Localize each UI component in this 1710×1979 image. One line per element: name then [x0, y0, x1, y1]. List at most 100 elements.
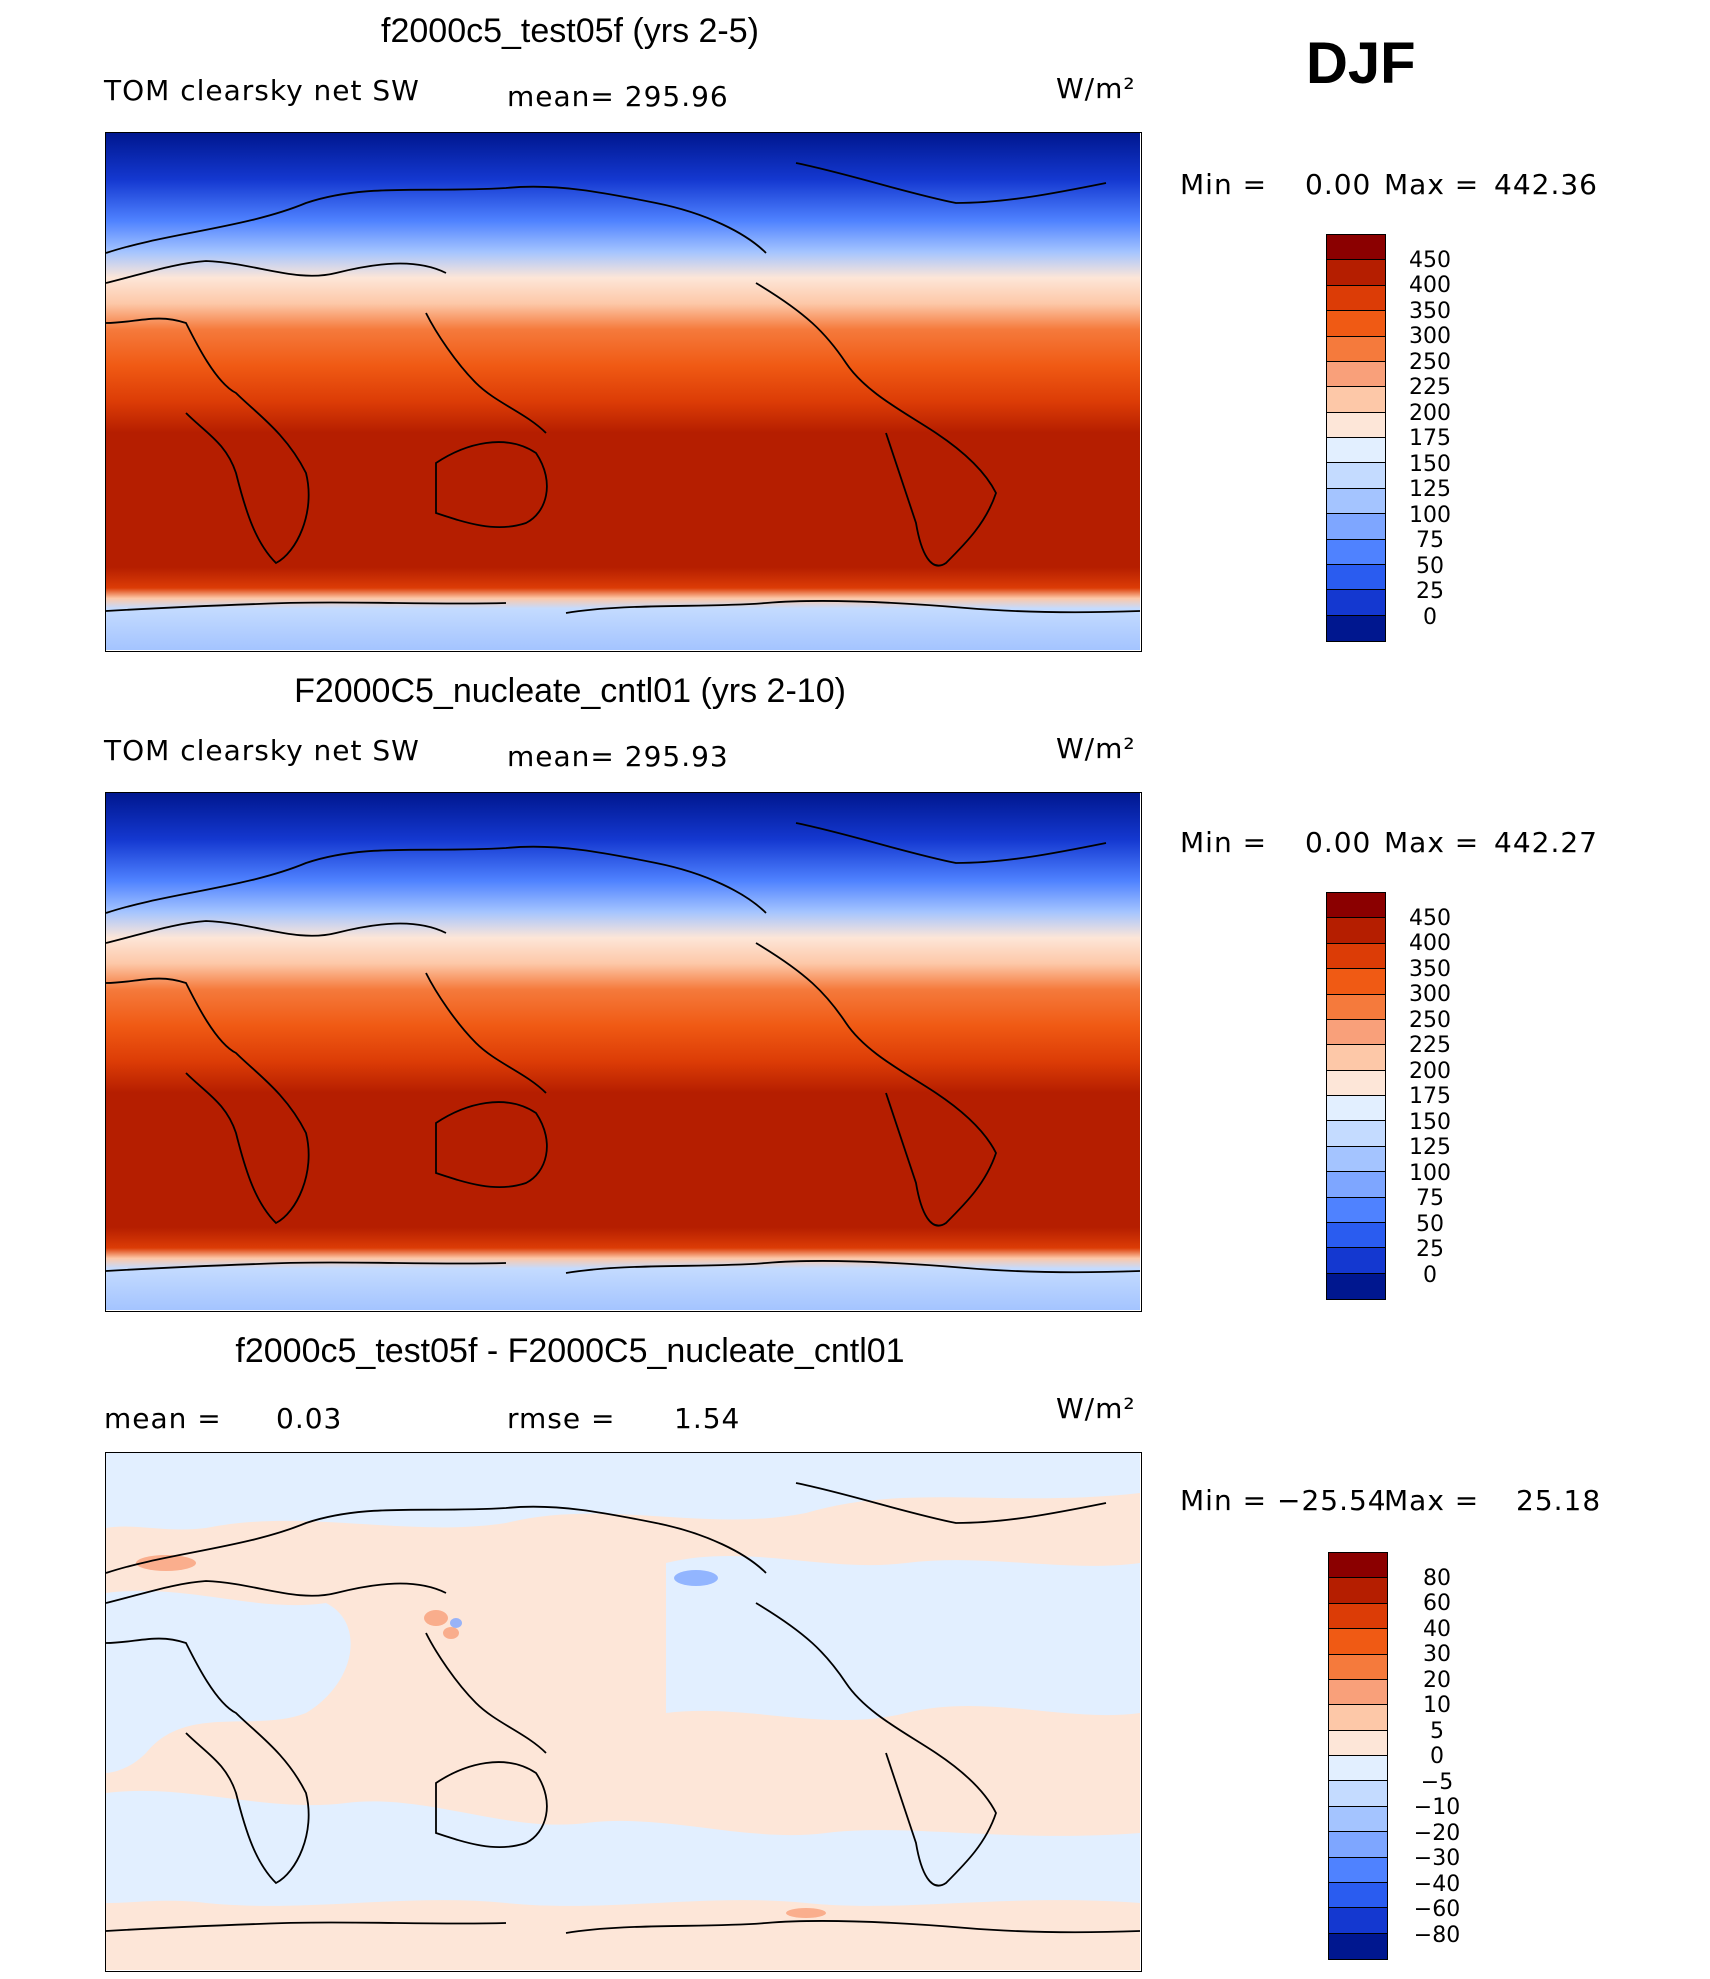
colorbar-swatch [1327, 1222, 1385, 1249]
colorbar-swatch [1329, 1908, 1387, 1934]
colorbar-tick-label: 225 [1409, 375, 1451, 400]
colorbar-tick-label: −5 [1420, 1769, 1454, 1795]
colorbar-tick-label: 50 [1416, 553, 1444, 579]
season-label: DJF [1306, 31, 1416, 96]
colorbar-tick-label: 60 [1423, 1591, 1451, 1616]
colorbar-swatch [1327, 1273, 1385, 1299]
colorbar-swatch [1327, 361, 1385, 388]
panel3-max-value: 25.18 [1516, 1484, 1602, 1517]
colorbar-tick-label: 225 [1409, 1033, 1451, 1058]
colorbar-tick-label: 350 [1409, 298, 1451, 324]
panel1-min-label: Min = [1180, 168, 1268, 201]
colorbar-tick-label: −40 [1413, 1871, 1461, 1897]
colorbar-tick-label: −80 [1413, 1922, 1461, 1948]
colorbar-swatch [1327, 1146, 1385, 1173]
panel3-colorbar [1328, 1552, 1388, 1960]
panel3-units: W/m² [1056, 1392, 1136, 1425]
colorbar-swatch [1327, 1045, 1385, 1071]
colorbar-swatch [1329, 1629, 1387, 1655]
colorbar-swatch [1327, 1248, 1385, 1274]
colorbar-swatch [1327, 590, 1385, 616]
colorbar-swatch [1327, 943, 1385, 970]
colorbar-swatch [1329, 1832, 1387, 1858]
colorbar-swatch [1327, 463, 1385, 489]
panel1-map-svg [106, 133, 1140, 650]
colorbar-tick-label: 125 [1409, 477, 1451, 502]
colorbar-tick-label: 200 [1409, 400, 1451, 426]
panel2-min-label: Min = [1180, 826, 1268, 859]
panel2-max-label: Max = [1384, 826, 1480, 859]
panel3-map [105, 1452, 1142, 1972]
colorbar-swatch [1327, 488, 1385, 515]
colorbar-swatch [1329, 1654, 1387, 1680]
colorbar-tick-label: −20 [1413, 1820, 1461, 1846]
colorbar-tick-label: 250 [1409, 1007, 1451, 1033]
panel2-map [105, 792, 1142, 1312]
colorbar-swatch [1329, 1882, 1387, 1909]
colorbar-swatch [1327, 235, 1385, 261]
panel3-rmse-value: 1.54 [674, 1402, 741, 1435]
panel2-mean: mean= 295.93 [507, 740, 729, 773]
colorbar-swatch [1327, 1197, 1385, 1223]
panel1-variable: TOM clearsky net SW [104, 74, 420, 107]
panel1-max-label: Max = [1384, 168, 1480, 201]
colorbar-swatch [1327, 969, 1385, 995]
colorbar-tick-label: 175 [1409, 1084, 1451, 1109]
colorbar-swatch [1327, 1070, 1385, 1096]
panel3-rmse-label: rmse = [507, 1402, 616, 1435]
panel1-max-value: 442.36 [1494, 168, 1598, 201]
colorbar-swatch [1327, 1121, 1385, 1147]
colorbar-tick-label: 0 [1430, 1744, 1444, 1769]
panel2-map-svg [106, 793, 1140, 1310]
colorbar-swatch [1329, 1705, 1387, 1731]
colorbar-tick-label: 400 [1409, 931, 1451, 956]
colorbar-swatch [1327, 260, 1385, 286]
panel1-mean: mean= 295.96 [507, 80, 729, 113]
colorbar-swatch [1327, 514, 1385, 540]
colorbar-tick-label: 5 [1430, 1718, 1444, 1744]
colorbar-swatch [1327, 1019, 1385, 1046]
colorbar-tick-label: 150 [1409, 451, 1451, 477]
panel3-mean-label: mean = [104, 1402, 222, 1435]
colorbar-tick-label: 175 [1409, 426, 1451, 451]
colorbar-swatch [1327, 564, 1385, 591]
colorbar-swatch [1329, 1603, 1387, 1630]
colorbar-swatch [1329, 1730, 1387, 1756]
panel2-variable: TOM clearsky net SW [104, 734, 420, 767]
colorbar-tick-label: 25 [1416, 1237, 1444, 1262]
colorbar-swatch [1327, 918, 1385, 944]
colorbar-tick-label: 30 [1423, 1642, 1451, 1667]
colorbar-swatch [1327, 412, 1385, 438]
colorbar-tick-label: 150 [1409, 1109, 1451, 1135]
colorbar-swatch [1329, 1806, 1387, 1833]
panel1-colorbar [1326, 234, 1386, 642]
colorbar-swatch [1329, 1756, 1387, 1782]
colorbar-tick-label: 450 [1409, 247, 1451, 273]
panel1-min-value: 0.00 [1305, 168, 1372, 201]
panel2-max-value: 442.27 [1494, 826, 1598, 859]
colorbar-swatch [1327, 539, 1385, 565]
colorbar-tick-label: 75 [1416, 528, 1444, 553]
panel3-colorbar-ticks: 80 60 40 30 20 10 5 0 −5 −10 −20 −30 −40 −60 −80 [1388, 1552, 1478, 1960]
colorbar-tick-label: 100 [1409, 1160, 1451, 1186]
panel2-title: F2000C5_nucleate_cntl01 (yrs 2-10) [294, 672, 846, 710]
colorbar-tick-label: 80 [1423, 1565, 1451, 1591]
colorbar-tick-label: 10 [1423, 1693, 1451, 1718]
colorbar-tick-label: 25 [1416, 579, 1444, 604]
panel3-map-svg [106, 1453, 1140, 1970]
colorbar-swatch [1329, 1578, 1387, 1604]
colorbar-swatch [1327, 387, 1385, 413]
panel1-map [105, 132, 1142, 652]
colorbar-swatch [1329, 1679, 1387, 1706]
colorbar-swatch [1329, 1857, 1387, 1883]
colorbar-tick-label: 400 [1409, 273, 1451, 298]
panel1-title: f2000c5_test05f (yrs 2-5) [381, 12, 759, 50]
colorbar-swatch [1327, 893, 1385, 919]
colorbar-tick-label: 200 [1409, 1058, 1451, 1084]
colorbar-swatch [1327, 311, 1385, 337]
colorbar-swatch [1327, 994, 1385, 1020]
panel1-units: W/m² [1056, 72, 1136, 105]
colorbar-tick-label: 300 [1409, 324, 1451, 349]
colorbar-swatch [1327, 1172, 1385, 1198]
colorbar-tick-label: −60 [1413, 1897, 1461, 1922]
